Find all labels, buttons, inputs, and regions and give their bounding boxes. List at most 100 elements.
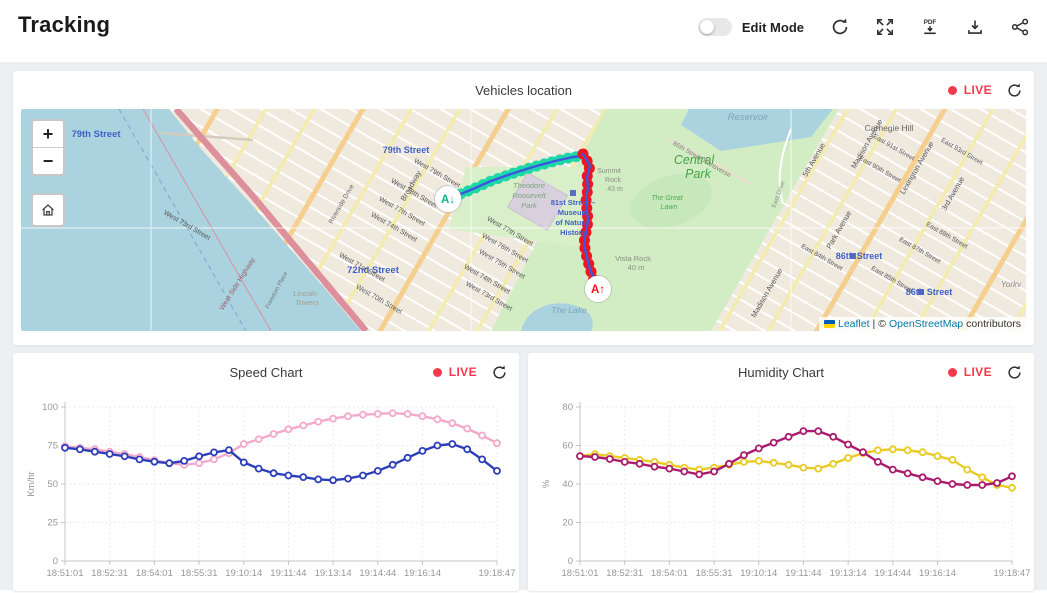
svg-text:19:10:14: 19:10:14 [740,568,777,579]
svg-text:A↓: A↓ [441,194,455,206]
svg-text:19:14:44: 19:14:44 [874,568,911,579]
page-header: Tracking Edit Mode PDF [0,0,1047,62]
map-label: Museum [558,208,589,217]
map-label: Lawn [661,204,678,211]
map-label: 40 m [628,263,645,272]
svg-text:18:52:31: 18:52:31 [91,568,128,579]
map-label: Carnegie Hill [865,123,914,133]
vehicle-tracks [447,148,601,289]
download-icon[interactable] [966,18,984,36]
svg-text:18:54:01: 18:54:01 [651,568,688,579]
map-label: The Great [651,195,684,202]
speed-live-indicator: LIVE [432,353,507,391]
fullscreen-icon[interactable] [876,18,894,36]
map-canvas[interactable]: 79th Street 79th Street 72nd Street 86th St… [21,109,1026,331]
vehicles-location-panel: Vehicles location LIVE [12,70,1035,346]
live-label: LIVE [963,365,992,379]
map-label: The Lake [551,305,587,315]
tile-seams [21,109,1026,331]
svg-text:80: 80 [562,402,573,413]
map-label: Roosevelt [512,191,546,200]
svg-text:100: 100 [42,402,58,413]
vehicle-markers[interactable]: A↓ A↑ [434,185,612,303]
pdf-icon-label: PDF [924,19,937,26]
map-label: 81st Street – [551,198,596,207]
speed-chart-canvas: 0 25 50 75 100 18:51:01 18:52:31 18:54:01 18:55:… [26,402,515,579]
leaflet-link[interactable]: Leaflet [837,318,870,330]
map-label: Yorkv [1001,280,1022,289]
toolbar: Edit Mode PDF [697,18,1029,36]
svg-text:19:10:14: 19:10:14 [225,568,262,579]
map-label: Park [685,167,711,181]
svg-text:20: 20 [562,518,573,529]
map-refresh-icon[interactable] [1007,83,1022,98]
map-label: 43 m [607,186,623,193]
svg-text:%: % [541,479,552,488]
metro-station-icon [570,190,576,196]
humidity-chart-panel: Humidity Chart LIVE 0 20 40 60 80 18:51:01 18:… [527,352,1035,592]
map-label: 86th Street [906,287,953,297]
map-live-indicator: LIVE [947,71,1022,109]
speed-refresh-icon[interactable] [492,365,507,380]
svg-text:0: 0 [53,556,58,567]
svg-text:50: 50 [47,479,58,490]
svg-text:18:55:31: 18:55:31 [181,568,218,579]
vehicle-marker[interactable]: A↑ [584,275,612,303]
map-label: Theodore [513,181,545,190]
svg-text:19:13:14: 19:13:14 [830,568,867,579]
live-dot-icon [432,367,442,377]
attribution-separator: | [872,318,876,330]
zoom-in-button[interactable]: + [33,121,63,148]
speed-chart-panel: Speed Chart LIVE 0 25 50 75 100 18:51:01 18:52… [12,352,520,592]
edit-mode-toggle[interactable] [697,18,732,36]
map-label: 79th Street [71,129,121,140]
page-title: Tracking [18,12,111,37]
map-label: Lincoln [293,289,317,298]
live-label: LIVE [448,365,477,379]
svg-text:Km/hr: Km/hr [26,471,37,496]
copyright-sign: © [878,318,886,330]
openstreetmap-link[interactable]: OpenStreetMap [889,318,964,330]
speed-chart-title: Speed Chart [229,364,303,380]
map-label: Vista Rock [615,254,651,263]
svg-text:40: 40 [562,479,573,490]
edit-mode-label: Edit Mode [741,19,804,35]
svg-text:75: 75 [47,441,58,452]
live-dot-icon [947,367,957,377]
svg-text:0: 0 [568,556,573,567]
share-icon[interactable] [1011,18,1029,36]
map-home-button[interactable] [31,193,65,227]
svg-text:18:54:01: 18:54:01 [136,568,173,579]
map-label: 72nd Street [347,265,400,276]
museum-building [506,171,569,231]
central-park-area [449,109,839,331]
map-label: Summit [597,168,621,175]
humidity-chart-title: Humidity Chart [738,364,824,380]
map-label: History [560,228,587,237]
live-label: LIVE [963,83,992,97]
home-icon [42,204,54,216]
svg-text:25: 25 [47,518,58,529]
svg-text:19:14:44: 19:14:44 [359,568,396,579]
pdf-download-icon[interactable]: PDF [921,18,939,36]
svg-text:19:16:14: 19:16:14 [919,568,956,579]
metro-station-icon [850,253,856,259]
svg-text:19:13:14: 19:13:14 [315,568,352,579]
ukraine-flag-icon [823,320,835,328]
map-label: of Natural [555,218,590,227]
west-side-highway-road [173,109,369,331]
map-label: Central [674,153,716,167]
map-label: 79th Street [383,145,430,155]
humidity-refresh-icon[interactable] [1007,365,1022,380]
svg-text:18:52:31: 18:52:31 [606,568,643,579]
map-panel-title: Vehicles location [475,82,572,98]
zoom-out-button[interactable]: − [42,151,54,171]
map-zoom-control: + − [31,119,65,176]
svg-text:19:18:47: 19:18:47 [994,568,1031,579]
map-label: Park [521,201,538,210]
metro-station-icon [918,289,924,295]
live-dot-icon [947,85,957,95]
vehicle-marker[interactable]: A↓ [434,185,462,213]
svg-text:18:51:01: 18:51:01 [562,568,599,579]
refresh-icon[interactable] [831,18,849,36]
